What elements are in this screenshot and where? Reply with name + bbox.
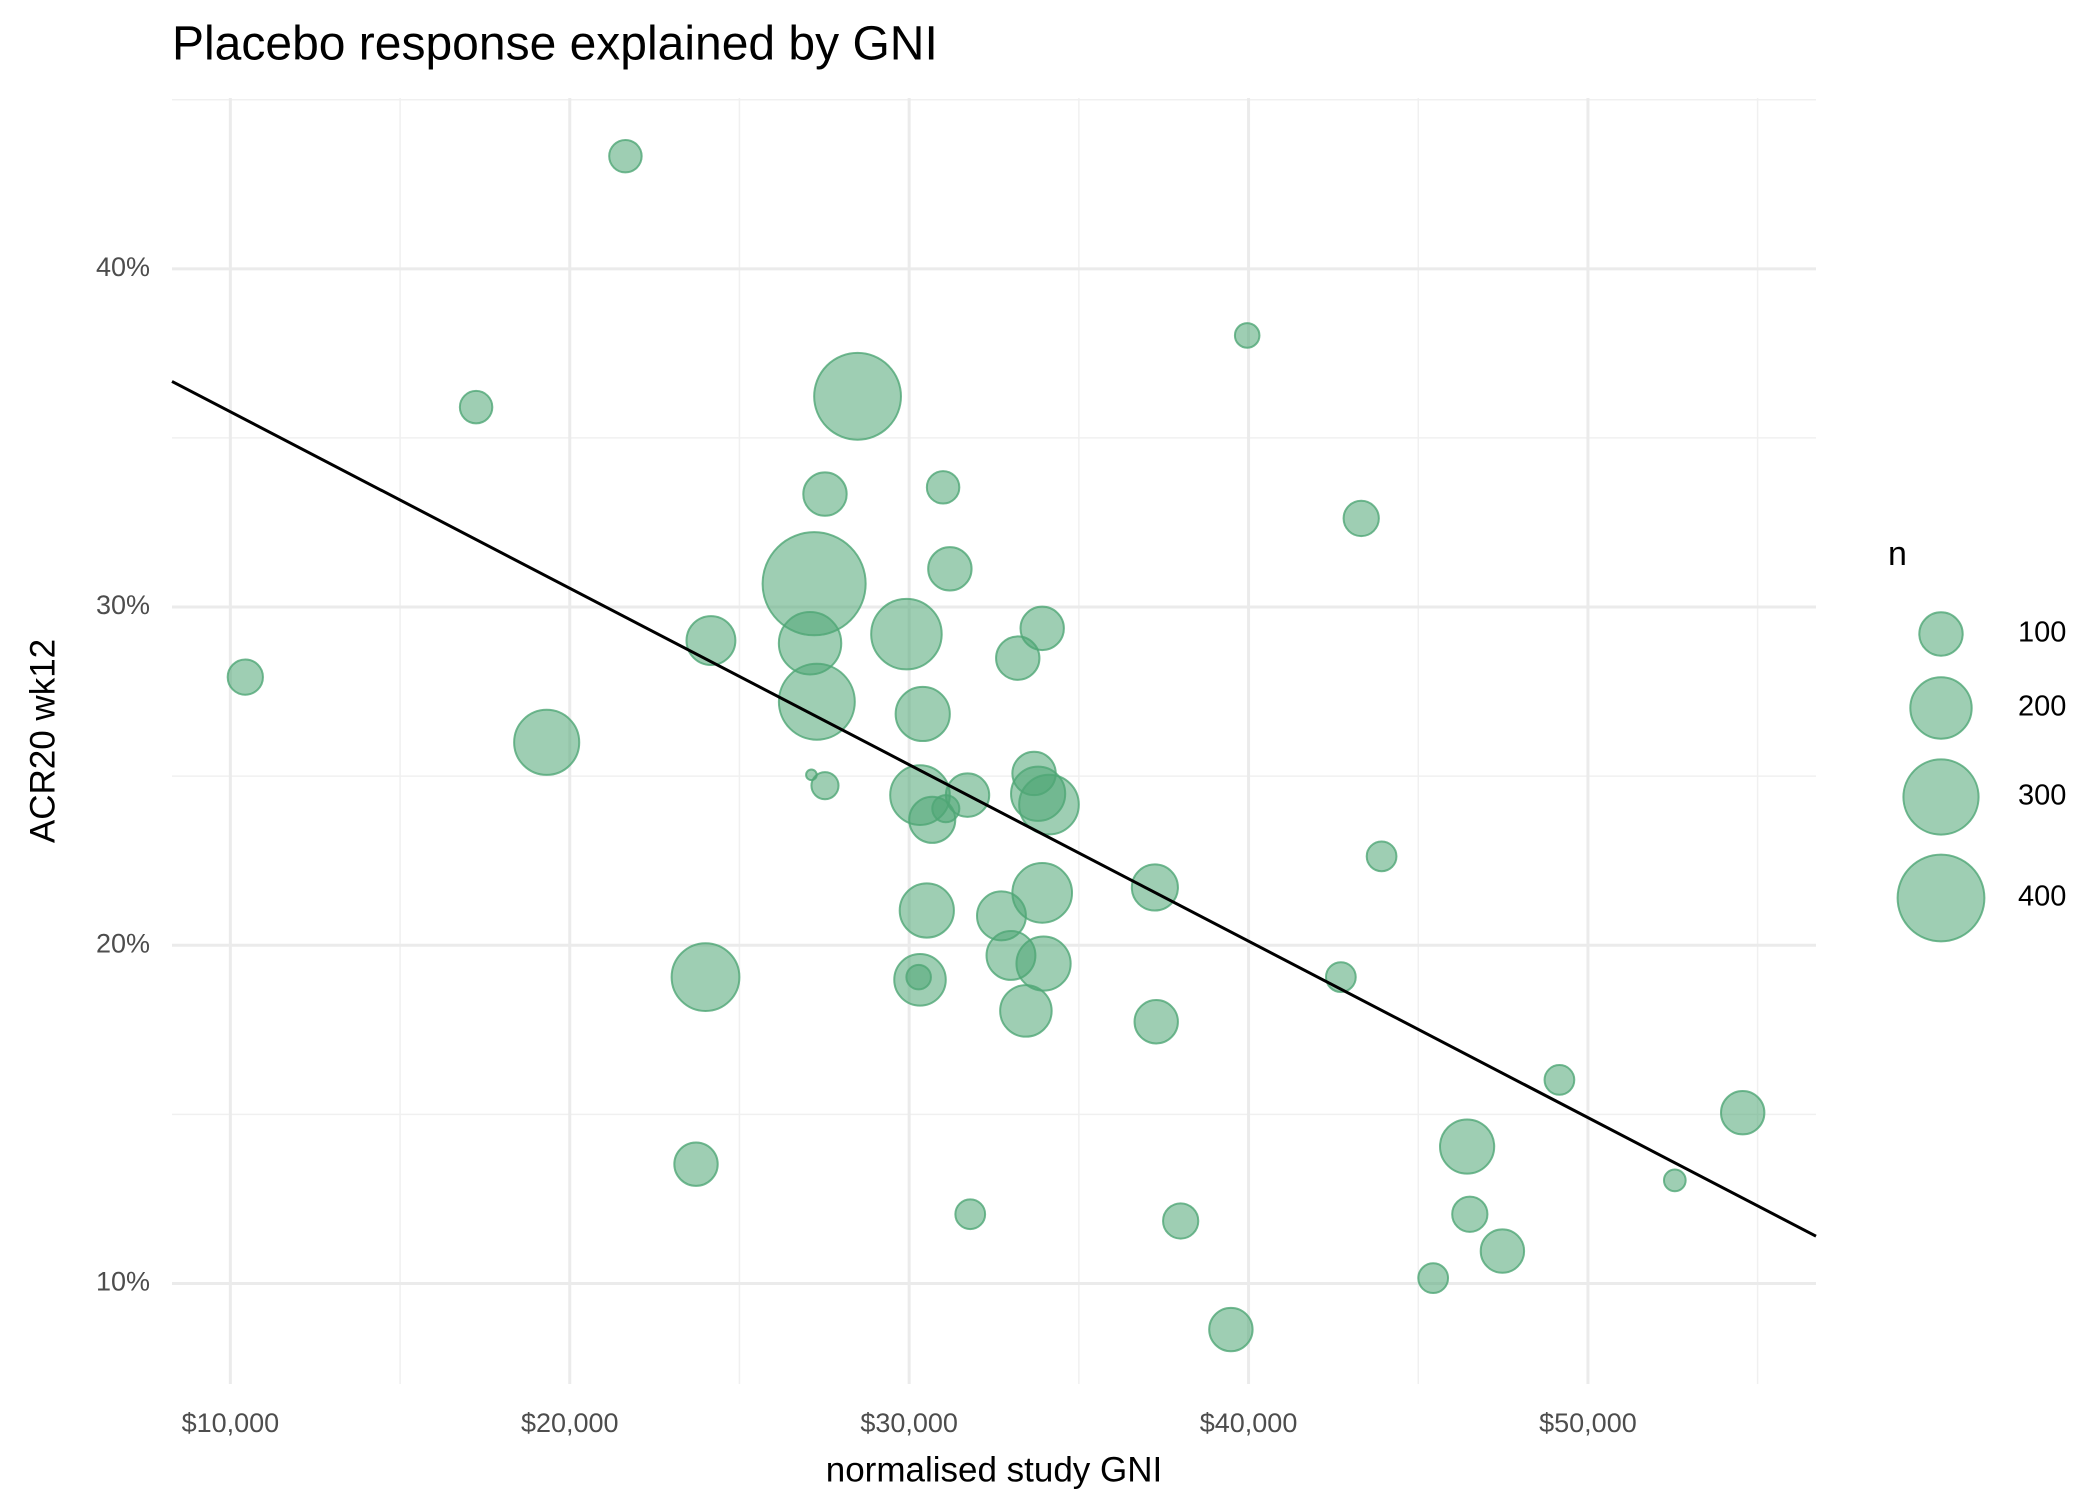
bubble [898,882,955,939]
bubble [905,963,932,991]
bubble [1342,499,1380,538]
y-tick-label: 30% [96,590,150,620]
bubble [1365,840,1398,873]
bubble [802,471,848,517]
bubble [673,1141,719,1187]
bubble [1479,1228,1526,1274]
chart-title: Placebo response explained by GNI [172,18,938,71]
bubble [670,942,741,1012]
bubble [931,794,961,824]
trend-line [171,380,1817,1238]
bubble [954,1198,987,1231]
bubble [1417,1262,1450,1295]
bubble [1543,1064,1576,1096]
legend-bubble [1902,758,1980,836]
bubble [1133,999,1179,1045]
legend-label: 300 [2018,780,2066,812]
bubble [1015,935,1072,992]
y-axis-title: ACR20 wk12 [23,639,62,843]
x-tick-label: $10,000 [182,1408,280,1438]
bubble [685,615,737,666]
legend-bubble [1896,853,1986,943]
bubble [925,470,961,505]
bubble [226,658,264,696]
bubble [1719,1090,1766,1136]
bubble [1451,1195,1489,1233]
bubble [1662,1168,1687,1193]
bubble [1130,863,1179,912]
legend-bubble [1909,676,1973,740]
bubble [777,662,856,741]
x-tick-label: $20,000 [521,1408,619,1438]
legend-bubble [1918,611,1964,657]
bubble [1018,773,1080,836]
bubble [995,635,1041,681]
bubble [810,771,840,801]
bubble [1208,1306,1254,1353]
x-tick-label: $50,000 [1539,1408,1637,1438]
bubble [813,351,902,441]
bubble [1439,1118,1496,1175]
x-tick-label: $40,000 [1200,1408,1298,1438]
bubble [999,984,1053,1038]
bubble [1233,322,1261,349]
y-tick-label: 10% [96,1267,150,1297]
bubble [1019,605,1065,652]
y-tick-label: 20% [96,928,150,958]
bubble [894,685,951,743]
x-axis-title: normalised study GNI [826,1450,1163,1489]
bubble [870,597,943,671]
legend-label: 100 [2018,617,2066,649]
y-tick-label: 40% [96,252,150,282]
bubble [927,546,973,592]
x-tick-label: $30,000 [860,1408,958,1438]
legend-label: 400 [2018,881,2066,913]
bubble [608,138,643,174]
legend-title: n [1888,535,1907,573]
bubble [513,708,581,776]
legend-label: 200 [2018,691,2066,723]
bubble [458,389,494,425]
bubble [1162,1202,1200,1240]
